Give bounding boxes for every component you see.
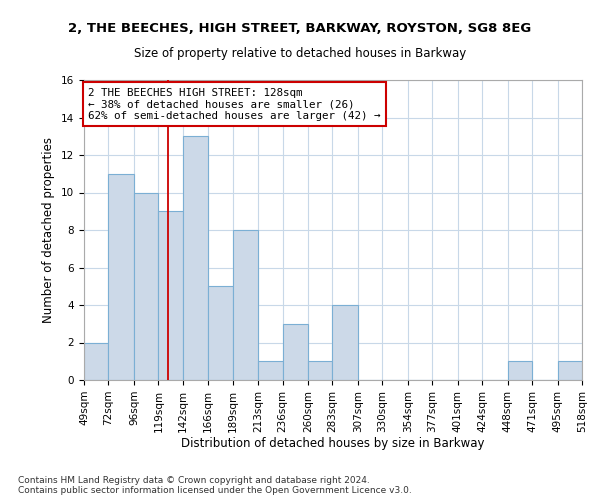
Bar	[109, 174, 134, 380]
X-axis label: Distribution of detached houses by size in Barkway: Distribution of detached houses by size …	[181, 438, 485, 450]
Text: 2, THE BEECHES, HIGH STREET, BARKWAY, ROYSTON, SG8 8EG: 2, THE BEECHES, HIGH STREET, BARKWAY, RO…	[68, 22, 532, 36]
Bar	[332, 305, 358, 380]
Bar	[233, 230, 258, 380]
Bar	[557, 361, 582, 380]
Bar	[308, 361, 332, 380]
Bar	[283, 324, 308, 380]
Bar	[258, 361, 283, 380]
Bar	[508, 361, 532, 380]
Bar	[158, 211, 183, 380]
Text: Size of property relative to detached houses in Barkway: Size of property relative to detached ho…	[134, 48, 466, 60]
Text: Contains HM Land Registry data © Crown copyright and database right 2024.
Contai: Contains HM Land Registry data © Crown c…	[18, 476, 412, 495]
Bar	[208, 286, 233, 380]
Bar	[183, 136, 208, 380]
Text: 2 THE BEECHES HIGH STREET: 128sqm
← 38% of detached houses are smaller (26)
62% : 2 THE BEECHES HIGH STREET: 128sqm ← 38% …	[88, 88, 381, 120]
Bar	[84, 342, 109, 380]
Bar	[134, 192, 158, 380]
Y-axis label: Number of detached properties: Number of detached properties	[43, 137, 55, 323]
